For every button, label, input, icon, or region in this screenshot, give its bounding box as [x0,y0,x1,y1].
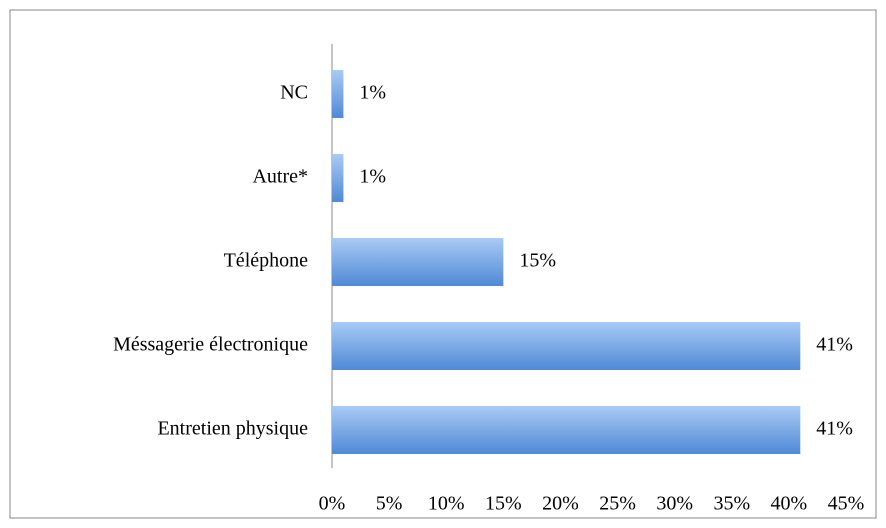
x-tick-label: 0% [319,493,346,515]
value-label: 1% [359,166,386,188]
x-tick-label: 45% [828,493,865,515]
bar [332,154,344,202]
value-label: 15% [519,250,556,272]
x-tick-label: 35% [713,493,750,515]
bar [332,406,801,454]
x-tick-label: 40% [771,493,808,515]
value-label: 1% [359,82,386,104]
bar [332,238,504,286]
y-tick-label: NC [280,82,308,104]
bar [332,70,344,118]
value-label: 41% [816,334,853,356]
x-tick-label: 20% [542,493,579,515]
x-tick-label: 15% [485,493,522,515]
bar [332,322,801,370]
y-tick-label: Méssagerie électronique [113,334,308,356]
y-tick-label: Autre* [252,166,308,188]
x-tick-label: 10% [428,493,465,515]
y-tick-label: Entretien physique [157,418,308,440]
y-tick-label: Téléphone [224,250,309,272]
x-tick-label: 5% [376,493,403,515]
x-tick-label: 30% [656,493,693,515]
x-tick-label: 25% [599,493,636,515]
value-label: 41% [816,418,853,440]
